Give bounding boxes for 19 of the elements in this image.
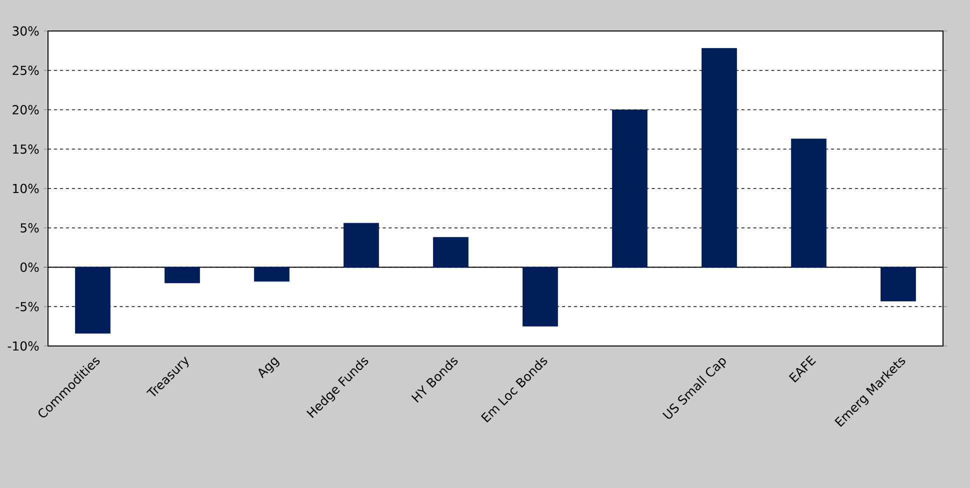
y-tick-label: 30% [12,26,39,36]
bar [612,110,648,268]
y-tick-label: -10% [8,341,39,351]
bar [75,267,110,334]
y-tick-label: 15% [13,144,39,154]
bar [522,267,558,326]
y-tick-label: 10% [13,184,39,194]
y-tick-label: 0% [20,262,39,272]
bar [702,48,737,268]
bar [791,138,826,268]
y-tick-label: 25% [12,66,39,76]
bar [344,222,379,268]
bar [880,267,916,302]
bar [254,267,290,282]
bar [433,237,468,268]
y-tick-label: 5% [20,223,39,233]
bar [164,267,200,284]
y-tick-label: 20% [12,105,39,114]
y-tick-label: -5% [16,302,39,312]
